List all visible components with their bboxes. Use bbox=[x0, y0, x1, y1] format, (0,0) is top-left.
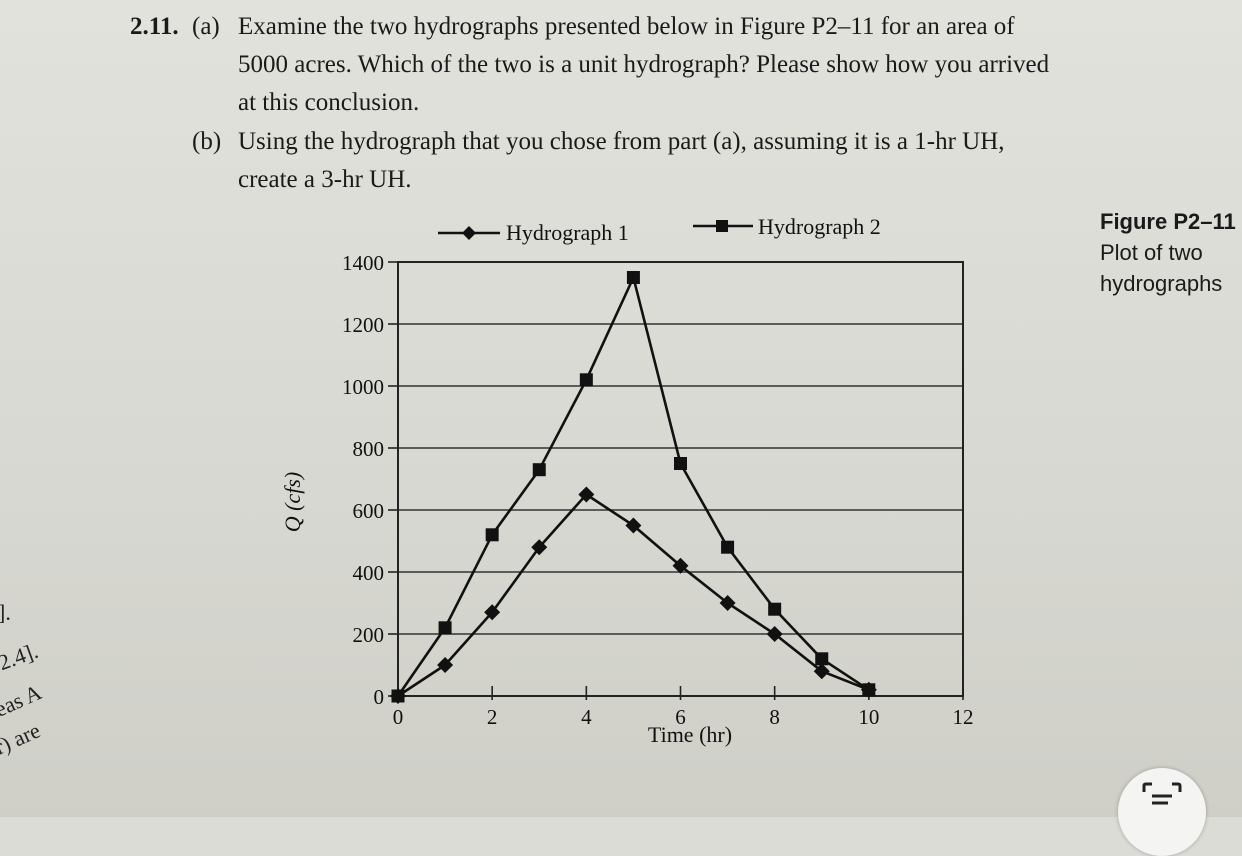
data-point-square bbox=[674, 457, 687, 470]
legend-diamond-icon bbox=[462, 226, 476, 240]
edge-text-4: r) are bbox=[0, 717, 44, 760]
tick-label-y: 1200 bbox=[342, 313, 384, 337]
data-point-square bbox=[391, 689, 405, 703]
data-point-diamond bbox=[484, 604, 501, 621]
data-point-diamond bbox=[531, 539, 548, 556]
tick-label-y: 1400 bbox=[342, 251, 384, 275]
tick-label-x: 2 bbox=[487, 705, 498, 729]
part-b-text: Using the hydrograph that you chose from… bbox=[238, 128, 1005, 193]
tick-label-x: 6 bbox=[675, 705, 686, 729]
series-line-2 bbox=[396, 276, 870, 697]
tick-label-y: 800 bbox=[353, 437, 385, 461]
data-point-square bbox=[532, 463, 546, 477]
data-point-square bbox=[438, 621, 452, 635]
data-point-diamond bbox=[719, 595, 736, 611]
legend-label-hydrograph-1: Hydrograph 1 bbox=[506, 220, 629, 245]
data-point-square bbox=[626, 271, 640, 284]
tick-label-x: 10 bbox=[858, 705, 879, 729]
edge-text-2: 2.4]. bbox=[0, 637, 42, 676]
part-b-label: (b) bbox=[192, 128, 222, 155]
data-point-diamond bbox=[578, 486, 595, 503]
x-axis-label: Time (hr) bbox=[648, 722, 732, 747]
data-point-square bbox=[862, 683, 876, 697]
tick-label-x: 4 bbox=[581, 705, 592, 729]
problem-number: 2.11. bbox=[130, 13, 179, 40]
scan-text-button[interactable] bbox=[1118, 768, 1206, 856]
legend-square-icon bbox=[716, 220, 728, 232]
part-a-text: Examine the two hydrographs presented be… bbox=[238, 13, 1050, 116]
axis-ticks: 0 200 400 600 800 1000 1200 1400 0 2 4 6 8 10 12 bbox=[342, 251, 974, 729]
y-axis-label: Q (cfs) bbox=[280, 472, 305, 532]
figure-caption-text: Plot of two hydrographs bbox=[1100, 240, 1223, 296]
tick-label-x: 0 bbox=[393, 705, 404, 729]
tick-label-x: 12 bbox=[953, 705, 974, 729]
legend-label-hydrograph-2: Hydrograph 2 bbox=[758, 214, 881, 239]
tick-label-y: 600 bbox=[353, 499, 385, 523]
data-point-square bbox=[579, 373, 593, 387]
tick-label-y: 1000 bbox=[342, 375, 384, 399]
data-point-diamond bbox=[672, 557, 689, 574]
data-point-diamond bbox=[766, 626, 783, 642]
data-point-square bbox=[768, 602, 782, 616]
scan-text-icon bbox=[1142, 782, 1182, 805]
grid bbox=[398, 323, 963, 635]
series-group bbox=[390, 271, 877, 704]
data-point-diamond bbox=[437, 657, 454, 673]
data-point-diamond bbox=[813, 663, 830, 680]
hydrograph-chart: 0 200 400 600 800 1000 1200 1400 0 2 4 6 8 10 12 Q (cf… bbox=[280, 214, 974, 747]
tick-label-y: 0 bbox=[374, 685, 385, 709]
tick-label-x: 8 bbox=[769, 705, 780, 729]
data-point-square bbox=[815, 652, 829, 666]
data-point-square bbox=[485, 528, 499, 542]
data-point-square bbox=[721, 540, 735, 554]
tick-label-y: 200 bbox=[353, 623, 385, 647]
plot-frame bbox=[397, 261, 964, 697]
part-a-label: (a) bbox=[192, 13, 220, 40]
legend: Hydrograph 1 Hydrograph 2 bbox=[438, 214, 881, 245]
tick-label-y: 400 bbox=[353, 561, 385, 585]
edge-text-3: eas A bbox=[0, 679, 46, 722]
figure-caption: Figure P2–11 Plot of two hydrographs bbox=[1100, 206, 1240, 299]
edge-text-1: ]. bbox=[0, 600, 11, 625]
data-point-diamond bbox=[625, 517, 642, 534]
figure-label: Figure P2–11 bbox=[1100, 209, 1236, 234]
